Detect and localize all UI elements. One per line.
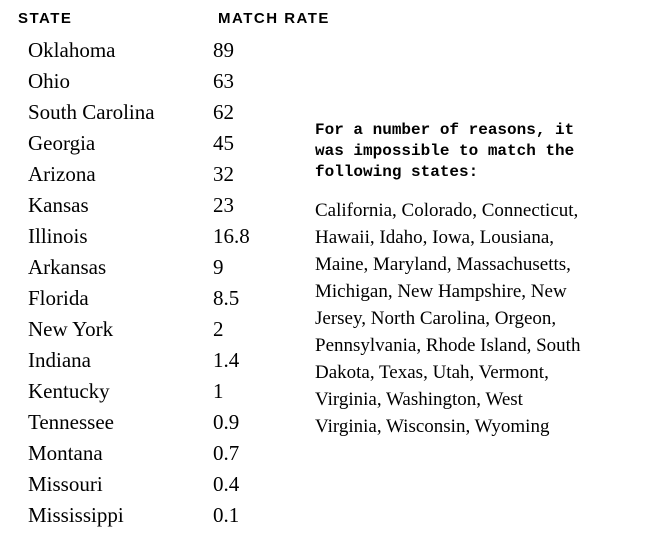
table-row: South Carolina 62 (18, 97, 303, 128)
table-row: Florida 8.5 (18, 283, 303, 314)
header-rate: MATCH RATE (218, 10, 358, 27)
table-row: Missouri 0.4 (18, 469, 303, 500)
table-row: Mississippi 0.1 (18, 500, 303, 531)
table-row: Ohio 63 (18, 66, 303, 97)
header-state: STATE (18, 10, 218, 27)
state-cell: South Carolina (18, 97, 213, 128)
match-rate-table: Oklahoma 89 Ohio 63 South Carolina 62 Ge… (18, 35, 303, 532)
table-row: Arkansas 9 (18, 252, 303, 283)
rate-cell: 0.4 (213, 469, 303, 500)
rate-cell: 62 (213, 97, 303, 128)
state-cell: Ohio (18, 66, 213, 97)
state-cell: Arkansas (18, 252, 213, 283)
state-cell: Kentucky (18, 376, 213, 407)
state-cell: Kansas (18, 190, 213, 221)
state-cell: Illinois (18, 221, 213, 252)
rate-cell: 0.9 (213, 407, 303, 438)
state-cell: Montana (18, 438, 213, 469)
unmatched-heading: For a number of reasons, it was impossib… (315, 120, 593, 183)
rate-cell: 0.1 (213, 500, 303, 531)
state-cell: Arizona (18, 159, 213, 190)
rate-cell: 89 (213, 35, 303, 66)
state-cell: Florida (18, 283, 213, 314)
rate-cell: 45 (213, 128, 303, 159)
rate-cell: 0.7 (213, 438, 303, 469)
rate-cell: 63 (213, 66, 303, 97)
table-row: New York 2 (18, 314, 303, 345)
state-cell: New York (18, 314, 213, 345)
table-row: Indiana 1.4 (18, 345, 303, 376)
table-row: Georgia 45 (18, 128, 303, 159)
state-cell: Indiana (18, 345, 213, 376)
state-cell: Tennessee (18, 407, 213, 438)
rate-cell: 1.4 (213, 345, 303, 376)
state-cell: Mississippi (18, 500, 213, 531)
table-headers: STATE MATCH RATE (18, 10, 637, 27)
table-row: Tennessee 0.9 (18, 407, 303, 438)
state-cell: Missouri (18, 469, 213, 500)
table-row: Montana 0.7 (18, 438, 303, 469)
unmatched-states-list: California, Colorado, Connecticut, Hawai… (315, 197, 593, 440)
content-area: Oklahoma 89 Ohio 63 South Carolina 62 Ge… (18, 35, 637, 532)
state-cell: Georgia (18, 128, 213, 159)
state-cell: Oklahoma (18, 35, 213, 66)
table-row: Arizona 32 (18, 159, 303, 190)
rate-cell: 9 (213, 252, 303, 283)
rate-cell: 16.8 (213, 221, 303, 252)
table-row: Oklahoma 89 (18, 35, 303, 66)
rate-cell: 32 (213, 159, 303, 190)
rate-cell: 1 (213, 376, 303, 407)
rate-cell: 23 (213, 190, 303, 221)
rate-cell: 8.5 (213, 283, 303, 314)
rate-cell: 2 (213, 314, 303, 345)
table-row: Illinois 16.8 (18, 221, 303, 252)
table-row: Kansas 23 (18, 190, 303, 221)
table-row: Kentucky 1 (18, 376, 303, 407)
unmatched-states-note: For a number of reasons, it was impossib… (303, 35, 603, 532)
